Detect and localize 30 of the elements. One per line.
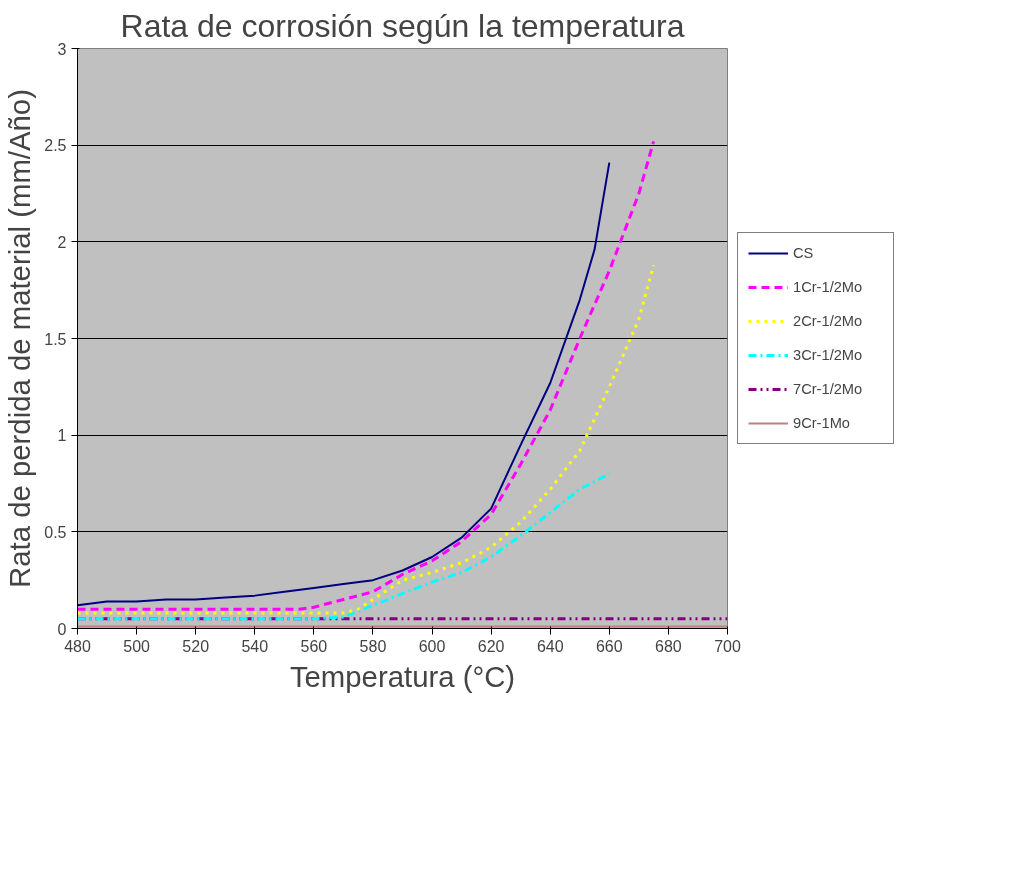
x-tick-label: 500 <box>123 637 151 655</box>
legend-label: 1Cr-1/2Mo <box>793 279 864 295</box>
legend-label: 3Cr-1/2Mo <box>793 347 864 363</box>
x-tick-label: 660 <box>595 637 623 655</box>
x-tick-label: 580 <box>359 637 387 655</box>
y-tick-label: 1 <box>57 427 67 445</box>
chart-title: Rata de corrosión según la temperatura <box>120 7 685 44</box>
x-tick-label: 680 <box>655 637 682 655</box>
y-tick-label: 2 <box>57 233 67 251</box>
y-tick-label: 0.5 <box>44 523 67 541</box>
legend-label: 2Cr-1/2Mo <box>793 313 864 329</box>
legend-label: CS <box>793 245 815 261</box>
x-tick-label: 520 <box>182 637 210 655</box>
x-tick-label: 640 <box>536 637 564 655</box>
x-tick-label: 540 <box>241 637 269 655</box>
y-tick-label: 2.5 <box>44 137 67 155</box>
x-tick-label: 600 <box>418 637 446 655</box>
x-tick-label: 700 <box>714 637 741 655</box>
x-tick-label: 620 <box>477 637 505 655</box>
legend-label: 7Cr-1/2Mo <box>793 381 864 397</box>
y-tick-label: 1.5 <box>44 330 67 348</box>
x-axis-title: Temperatura (°C) <box>289 659 516 693</box>
line-series <box>77 472 611 621</box>
legend-label: 9Cr-1Mo <box>793 415 851 431</box>
y-tick-label: 0 <box>57 620 67 638</box>
x-tick-label: 480 <box>64 637 91 655</box>
y-tick-label: 3 <box>57 40 67 58</box>
x-tick-label: 560 <box>300 637 328 655</box>
y-axis-title: Rata de perdida de material (mm/Año) <box>3 89 37 588</box>
line-series <box>77 263 656 615</box>
